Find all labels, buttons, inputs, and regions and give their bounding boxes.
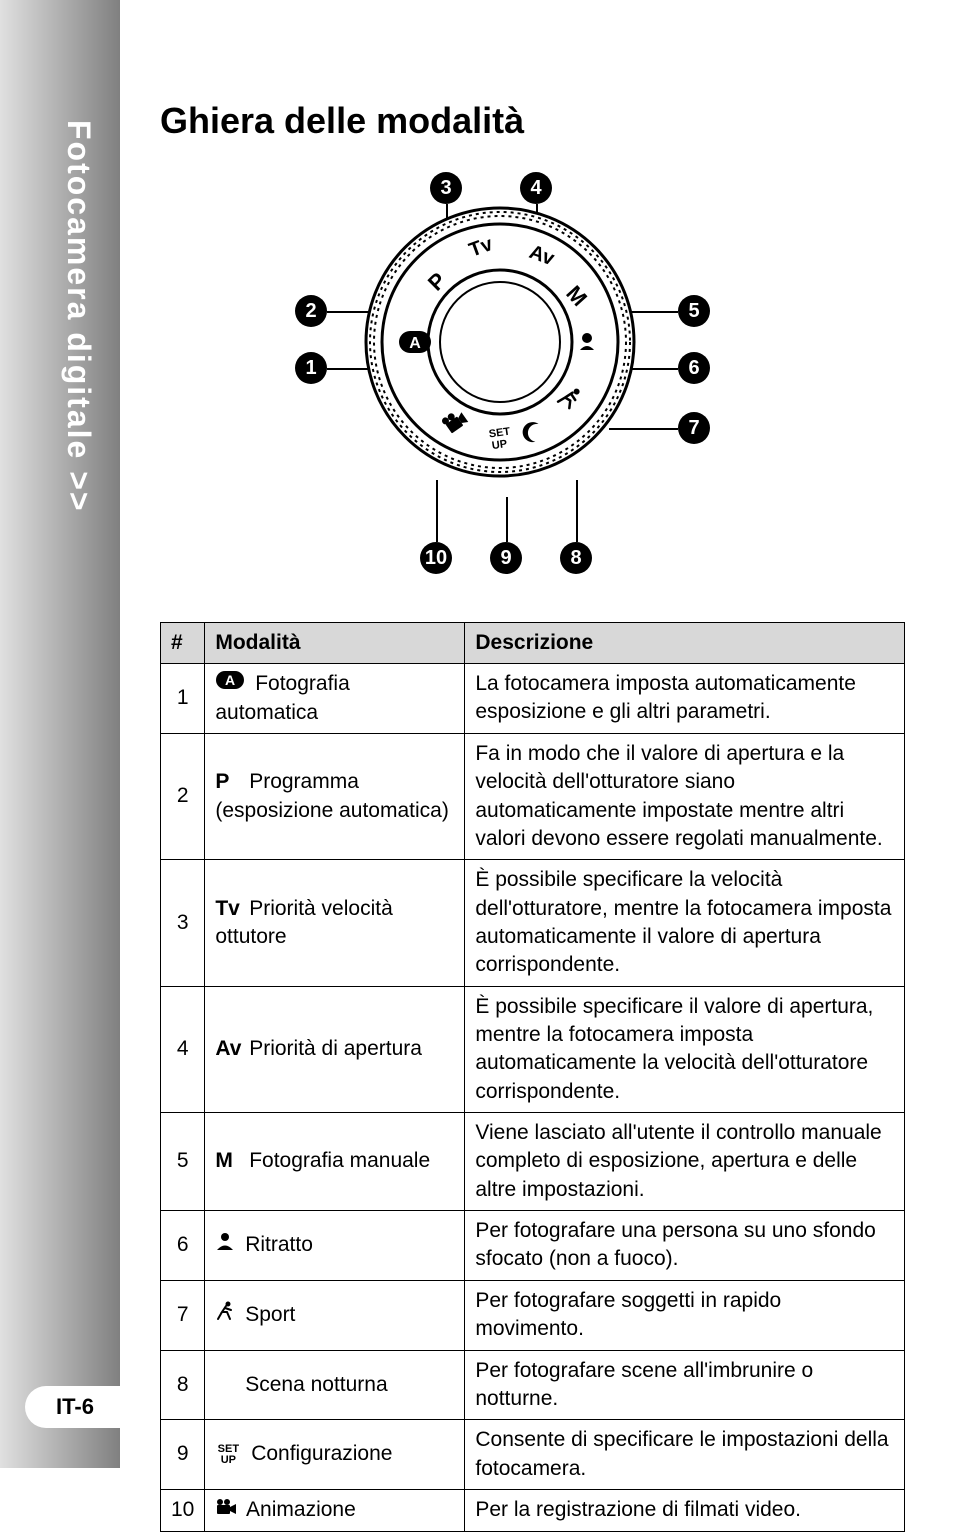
- svg-text:A: A: [225, 672, 235, 688]
- row-number: 8: [161, 1350, 205, 1420]
- table-row: 9SETUP ConfigurazioneConsente di specifi…: [161, 1420, 905, 1490]
- mode-label: Animazione: [246, 1498, 356, 1521]
- row-mode: Animazione: [205, 1489, 465, 1531]
- table-row: 4Av Priorità di aperturaÈ possibile spec…: [161, 986, 905, 1112]
- callout-9: 9: [490, 542, 522, 574]
- mode-dial-icon: A P Tv Av M SET: [360, 202, 640, 482]
- callout-10: 10: [420, 542, 452, 574]
- callout-4: 4: [520, 172, 552, 204]
- row-mode: M Fotografia manuale: [205, 1113, 465, 1211]
- callout-5: 5: [678, 295, 710, 327]
- mode-label: Sport: [245, 1303, 295, 1326]
- row-number: 10: [161, 1489, 205, 1531]
- row-number: 9: [161, 1420, 205, 1490]
- row-number: 1: [161, 664, 205, 734]
- callout-3: 3: [430, 172, 462, 204]
- row-mode: Tv Priorità velocità ottutore: [205, 860, 465, 986]
- table-header-desc: Descrizione: [465, 623, 905, 664]
- row-mode: P Programma (esposizione automatica): [205, 733, 465, 859]
- page-number: IT-6: [25, 1386, 120, 1428]
- callout-line: [436, 480, 438, 542]
- movie-icon: [215, 1496, 237, 1524]
- row-description: La fotocamera imposta automaticamente es…: [465, 664, 905, 734]
- table-row: 5M Fotografia manualeViene lasciato all'…: [161, 1113, 905, 1211]
- mode-label: Ritratto: [245, 1233, 313, 1256]
- row-mode: Av Priorità di apertura: [205, 986, 465, 1112]
- mode-symbol: Tv: [215, 895, 243, 923]
- row-number: 4: [161, 986, 205, 1112]
- row-mode: Ritratto: [205, 1211, 465, 1281]
- callout-8: 8: [560, 542, 592, 574]
- table-header-num: #: [161, 623, 205, 664]
- callout-1: 1: [295, 352, 327, 384]
- main-content: Ghiera delle modalità 1 2 3 4 5 6 7 8 9 …: [160, 100, 920, 1532]
- mode-table: # Modalità Descrizione 1A Fotografia aut…: [160, 622, 905, 1532]
- row-number: 3: [161, 860, 205, 986]
- row-number: 6: [161, 1211, 205, 1281]
- setup-icon: SETUP: [215, 1444, 241, 1465]
- row-description: Per fotografare una persona su uno sfond…: [465, 1211, 905, 1281]
- mode-label: Priorità di apertura: [249, 1037, 422, 1060]
- svg-text:A: A: [409, 335, 421, 352]
- page-title: Ghiera delle modalità: [160, 100, 920, 142]
- callout-2: 2: [295, 295, 327, 327]
- night-icon: [215, 1371, 235, 1399]
- row-number: 7: [161, 1280, 205, 1350]
- mode-label: Scena notturna: [245, 1373, 387, 1396]
- row-description: Per la registrazione di filmati video.: [465, 1489, 905, 1531]
- portrait-icon: [215, 1231, 235, 1259]
- svg-text:UP: UP: [491, 438, 508, 452]
- row-number: 5: [161, 1113, 205, 1211]
- row-description: Viene lasciato all'utente il controllo m…: [465, 1113, 905, 1211]
- callout-6: 6: [678, 352, 710, 384]
- table-row: 1A Fotografia automaticaLa fotocamera im…: [161, 664, 905, 734]
- table-row: 2P Programma (esposizione automatica)Fa …: [161, 733, 905, 859]
- row-mode: SETUP Configurazione: [205, 1420, 465, 1490]
- sidebar: Fotocamera digitale >> IT-6: [0, 0, 120, 1468]
- table-row: 3Tv Priorità velocità ottutoreÈ possibil…: [161, 860, 905, 986]
- table-row: 8 Scena notturna Per fotografare scene al…: [161, 1350, 905, 1420]
- dial-diagram: 1 2 3 4 5 6 7 8 9 10: [160, 172, 860, 592]
- table-header-mode: Modalità: [205, 623, 465, 664]
- callout-line: [506, 497, 508, 542]
- mode-symbol: P: [215, 768, 243, 796]
- auto-icon: A: [215, 670, 245, 698]
- mode-label: Programma (esposizione automatica): [215, 770, 448, 821]
- table-row: 7 Sport Per fotografare soggetti in rapid…: [161, 1280, 905, 1350]
- row-mode: Scena notturna: [205, 1350, 465, 1420]
- row-description: È possibile specificare il valore di ape…: [465, 986, 905, 1112]
- row-description: Per fotografare scene all'imbrunire o no…: [465, 1350, 905, 1420]
- mode-label: Configurazione: [251, 1442, 392, 1465]
- callout-line: [576, 480, 578, 542]
- row-mode: A Fotografia automatica: [205, 664, 465, 734]
- sport-icon: [215, 1301, 235, 1329]
- row-description: Consente di specificare le impostazioni …: [465, 1420, 905, 1490]
- row-description: Fa in modo che il valore di apertura e l…: [465, 733, 905, 859]
- mode-symbol: Av: [215, 1035, 243, 1063]
- table-row: 6 Ritratto Per fotografare una persona su…: [161, 1211, 905, 1281]
- mode-label: Fotografia manuale: [249, 1149, 430, 1172]
- row-description: Per fotografare soggetti in rapido movim…: [465, 1280, 905, 1350]
- row-mode: Sport: [205, 1280, 465, 1350]
- sidebar-label: Fotocamera digitale >>: [60, 120, 97, 513]
- mode-symbol: M: [215, 1147, 243, 1175]
- callout-7: 7: [678, 412, 710, 444]
- table-row: 10 Animazione Per la registrazione di fil…: [161, 1489, 905, 1531]
- row-description: È possibile specificare la velocità dell…: [465, 860, 905, 986]
- row-number: 2: [161, 733, 205, 859]
